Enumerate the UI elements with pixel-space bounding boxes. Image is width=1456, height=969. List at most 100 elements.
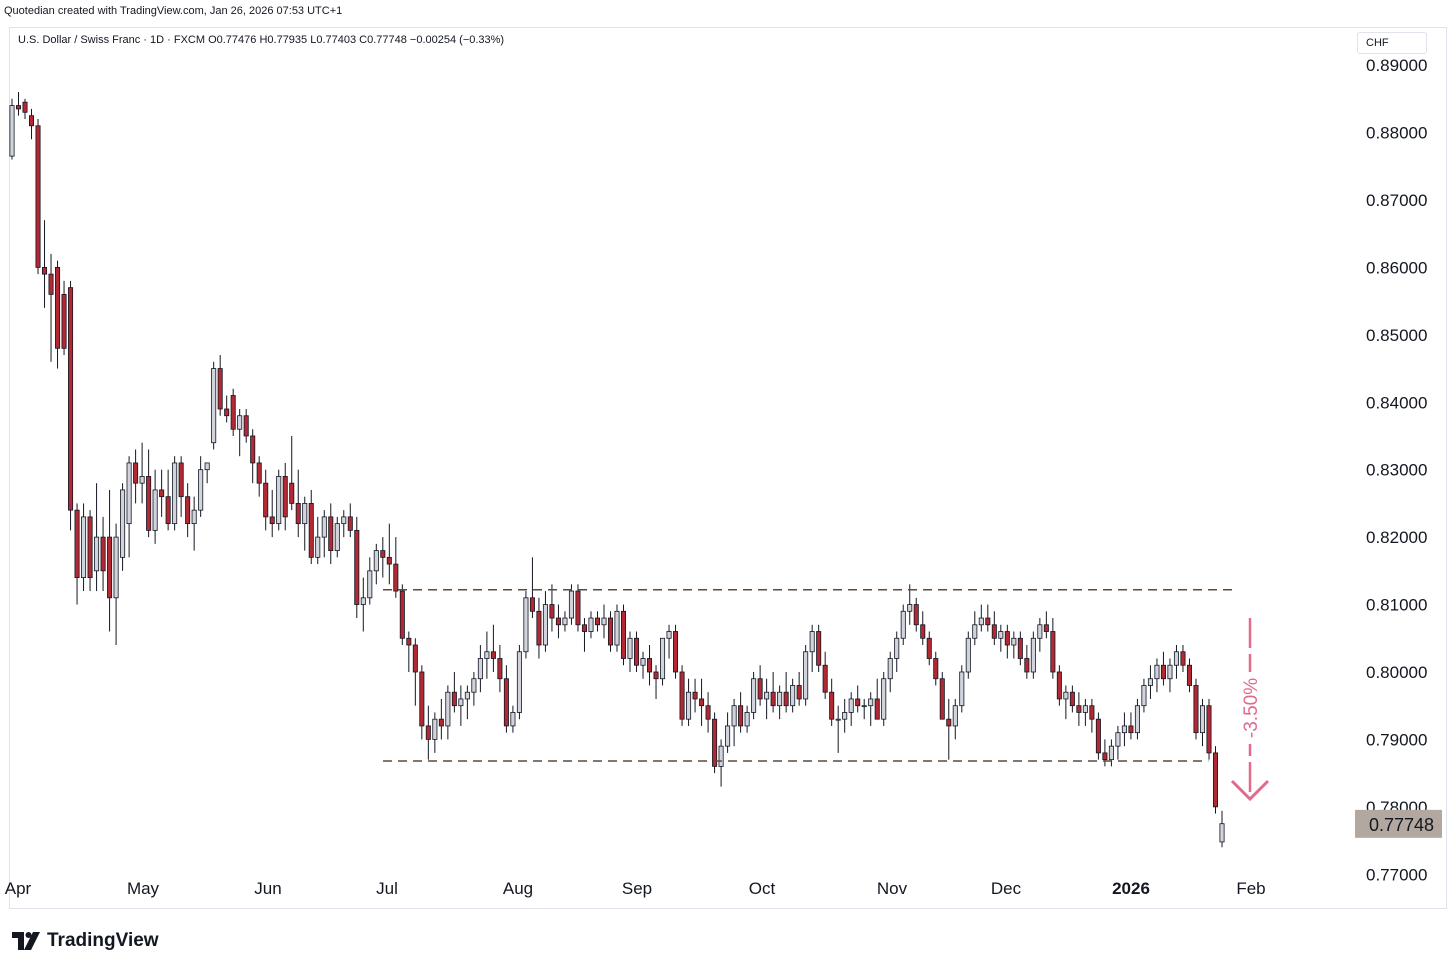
candle — [673, 624, 679, 679]
candle-body — [438, 718, 444, 727]
candle — [581, 618, 587, 652]
candle — [386, 523, 392, 585]
candle — [68, 280, 74, 531]
candle-body — [1206, 705, 1212, 754]
candle — [549, 584, 555, 632]
candle — [562, 611, 568, 632]
y-tick-label: 0.87000 — [1366, 191, 1427, 210]
candle — [1212, 746, 1219, 814]
candle — [419, 665, 425, 740]
candle-body — [783, 691, 789, 707]
candle-body — [1102, 752, 1108, 761]
last-price-tag — [1355, 809, 1442, 838]
candle-body — [100, 536, 106, 572]
candle-body — [295, 503, 301, 525]
candle — [295, 469, 301, 538]
candle-body — [48, 273, 54, 295]
candle-body — [1050, 631, 1056, 673]
candle — [855, 685, 861, 713]
candle — [1141, 678, 1147, 713]
candle — [354, 516, 360, 619]
candle — [250, 429, 256, 484]
candle-body — [920, 624, 926, 639]
candle — [217, 355, 223, 416]
candle-body — [900, 610, 906, 639]
currency-selector[interactable]: CHF — [1357, 32, 1427, 54]
candle — [321, 510, 327, 558]
candle — [1056, 665, 1062, 706]
candles-layer — [9, 92, 1225, 848]
candle — [620, 604, 627, 666]
candle-body — [380, 550, 386, 558]
candle — [790, 678, 796, 713]
candle-body — [1082, 705, 1088, 713]
candle — [15, 92, 22, 116]
candle-body — [68, 287, 74, 511]
y-tick-label: 0.89000 — [1366, 56, 1427, 75]
candle — [230, 388, 236, 436]
candle-body — [445, 691, 451, 727]
candle — [991, 611, 997, 646]
x-tick-label: Jul — [376, 879, 398, 898]
candle-body — [647, 658, 653, 673]
candle-body — [686, 691, 692, 720]
candle-body — [276, 476, 282, 525]
candle-body — [412, 644, 418, 673]
candle — [367, 557, 373, 605]
candle — [1147, 665, 1153, 699]
candle — [529, 557, 535, 619]
candle — [276, 469, 282, 531]
candle — [1128, 712, 1134, 740]
range-lines-layer — [383, 588, 1236, 762]
candle-body — [1154, 664, 1160, 680]
candle-body — [425, 725, 431, 740]
annotation-label: -3.50% — [1241, 678, 1262, 738]
candle — [1199, 698, 1205, 747]
candle-body — [419, 671, 425, 727]
candle — [868, 692, 874, 726]
candle-body — [256, 462, 262, 484]
candle — [35, 119, 41, 275]
tradingview-logo[interactable]: TradingView — [12, 928, 159, 954]
candle-body — [725, 725, 731, 747]
candle-body — [1017, 637, 1023, 659]
candle-body — [601, 617, 607, 626]
candle — [198, 456, 204, 517]
candle-body — [946, 718, 952, 727]
candle-body — [1167, 664, 1173, 680]
candle-body — [55, 266, 61, 349]
candle — [341, 510, 347, 538]
candle-body — [959, 671, 965, 707]
candle — [842, 698, 848, 733]
y-tick-label: 0.82000 — [1366, 528, 1427, 547]
candle — [848, 692, 854, 726]
candle-body — [777, 691, 783, 707]
candle-body — [848, 698, 854, 713]
candle-body — [185, 496, 191, 525]
candle-body — [620, 610, 627, 659]
candle-body — [159, 489, 165, 498]
candle — [289, 435, 295, 511]
candle-body — [542, 604, 548, 646]
candle-body — [1134, 705, 1140, 734]
candle-body — [302, 503, 308, 525]
candle-body — [868, 698, 874, 707]
candle — [42, 220, 48, 308]
candle — [705, 692, 711, 733]
candle — [282, 462, 288, 531]
candle-body — [1030, 637, 1036, 673]
candle — [907, 584, 913, 625]
candle — [380, 537, 386, 578]
candle-body — [347, 516, 353, 531]
candle — [920, 611, 926, 646]
candle-body — [894, 637, 900, 659]
candle-body — [705, 705, 711, 720]
candle — [243, 408, 249, 443]
candle — [1082, 698, 1088, 726]
candle-body — [341, 516, 347, 525]
candle-body — [549, 604, 555, 619]
candle-body — [477, 658, 483, 680]
candle-body — [829, 691, 835, 720]
candle — [1108, 739, 1114, 767]
